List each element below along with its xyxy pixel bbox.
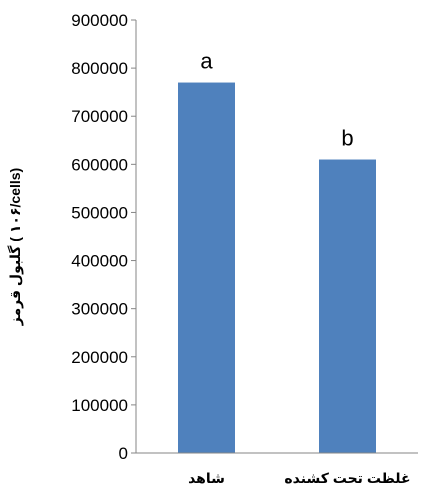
y-tick-label: 200000	[71, 348, 128, 367]
y-tick-label: 700000	[71, 107, 128, 126]
x-category-label: غلظت تحت کشنده	[284, 470, 410, 486]
y-tick-label: 900000	[71, 11, 128, 30]
y-tick-label: 400000	[71, 252, 128, 271]
y-tick-label: 800000	[71, 59, 128, 78]
y-tick-label: 300000	[71, 300, 128, 319]
y-tick-label: 500000	[71, 203, 128, 222]
x-category-label: شاهد	[188, 470, 225, 486]
bar-annotation: a	[200, 49, 213, 74]
x-axis-categories: شاهد غلظت تحت کشنده	[188, 470, 410, 486]
bar-annotation: b	[341, 126, 353, 151]
y-axis-label: گلبول قرمز ( ۱۰۶/cells)	[7, 168, 24, 326]
bar	[178, 82, 235, 454]
y-tick-label: 600000	[71, 155, 128, 174]
bars	[178, 82, 376, 454]
y-tick-label: 0	[119, 444, 128, 463]
bar-annotations: ab	[200, 49, 353, 151]
y-tick-label: 100000	[71, 396, 128, 415]
bar	[319, 159, 376, 453]
y-axis-ticks: 0 100000 200000 300000 400000 500000 600000 700…	[71, 11, 136, 463]
